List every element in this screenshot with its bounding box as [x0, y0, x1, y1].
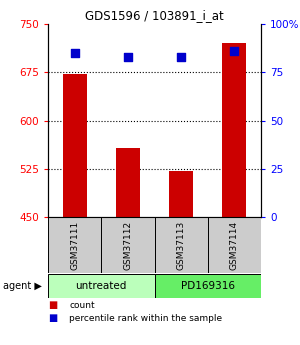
Bar	[222, 43, 246, 217]
Text: ■: ■	[48, 300, 57, 310]
Bar	[154, 274, 261, 298]
Bar	[154, 217, 208, 273]
Point	[125, 54, 130, 60]
Point	[232, 48, 237, 54]
Text: count: count	[69, 301, 94, 310]
Bar	[116, 148, 140, 217]
Text: agent ▶: agent ▶	[3, 282, 42, 291]
Bar	[48, 274, 154, 298]
Bar	[63, 75, 87, 217]
Text: GSM37111: GSM37111	[70, 220, 79, 269]
Text: percentile rank within the sample: percentile rank within the sample	[69, 314, 222, 323]
Text: GSM37112: GSM37112	[123, 220, 132, 269]
Bar	[169, 171, 193, 217]
Bar	[101, 217, 154, 273]
Point	[179, 54, 184, 60]
Title: GDS1596 / 103891_i_at: GDS1596 / 103891_i_at	[85, 9, 224, 22]
Text: GSM37114: GSM37114	[230, 220, 239, 269]
Bar	[208, 217, 261, 273]
Bar	[48, 217, 101, 273]
Text: PD169316: PD169316	[181, 282, 235, 291]
Point	[72, 50, 77, 56]
Text: ■: ■	[48, 314, 57, 323]
Text: untreated: untreated	[76, 282, 127, 291]
Text: GSM37113: GSM37113	[177, 220, 186, 269]
